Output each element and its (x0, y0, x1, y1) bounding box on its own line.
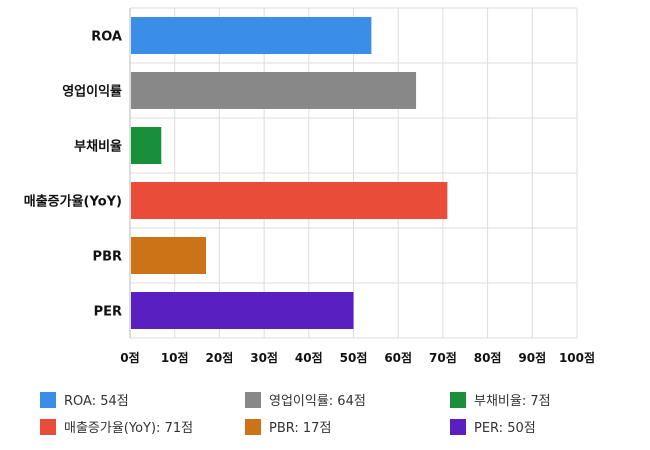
legend-swatch (245, 391, 261, 408)
x-tick-labels: 0점 10점 20점 30점 40점 50점 60점 70점 80점 90점 100점 (120, 350, 595, 365)
legend-label: PBR: 17점 (269, 421, 332, 436)
x-tick-label: 20점 (206, 350, 234, 365)
x-tick-label: 30점 (250, 350, 278, 365)
bar (131, 17, 372, 54)
x-tick-label: 90점 (518, 350, 546, 365)
legend-item: 부채비율: 7점 (450, 390, 551, 409)
x-tick-label: 10점 (161, 350, 189, 365)
legend-label: 부채비율: 7점 (474, 394, 551, 409)
grid-lines (129, 7, 578, 339)
x-tick-label: 0점 (120, 350, 139, 365)
bar (131, 292, 354, 329)
x-tick-label: 70점 (429, 350, 457, 365)
category-label: 영업이익률 (62, 84, 122, 100)
legend-item: 영업이익률: 64점 (245, 390, 366, 409)
legend-label: 영업이익률: 64점 (269, 394, 366, 409)
legend-item: PER: 50점 (450, 417, 536, 436)
category-label: 부채비율 (74, 139, 122, 155)
bar (131, 182, 448, 219)
legend-swatch (450, 391, 466, 408)
legend-item: PBR: 17점 (245, 417, 331, 436)
category-label: ROA (91, 30, 122, 45)
legend-label: PER: 50점 (474, 421, 536, 436)
bar (131, 237, 206, 274)
legend-swatch (40, 391, 56, 408)
legend-label: 매출증가율(YoY): 71점 (64, 421, 194, 436)
bar (131, 127, 162, 164)
category-label: PBR (93, 250, 122, 265)
x-tick-label: 80점 (474, 350, 502, 365)
bar-group (131, 17, 448, 329)
category-label: PER (94, 305, 122, 320)
x-tick-label: 50점 (340, 350, 368, 365)
bar (131, 72, 417, 109)
legend-item: ROA: 54점 (40, 390, 129, 409)
legend-item: 매출증가율(YoY): 71점 (40, 417, 193, 436)
category-label: 매출증가율(YoY) (24, 194, 122, 210)
legend-label: ROA: 54점 (64, 394, 129, 409)
x-tick-label: 100점 (559, 350, 595, 365)
legend-swatch (40, 418, 56, 435)
x-tick-label: 40점 (295, 350, 323, 365)
legend-swatch (245, 418, 261, 435)
legend-swatch (450, 418, 466, 435)
x-tick-label: 60점 (384, 350, 412, 365)
